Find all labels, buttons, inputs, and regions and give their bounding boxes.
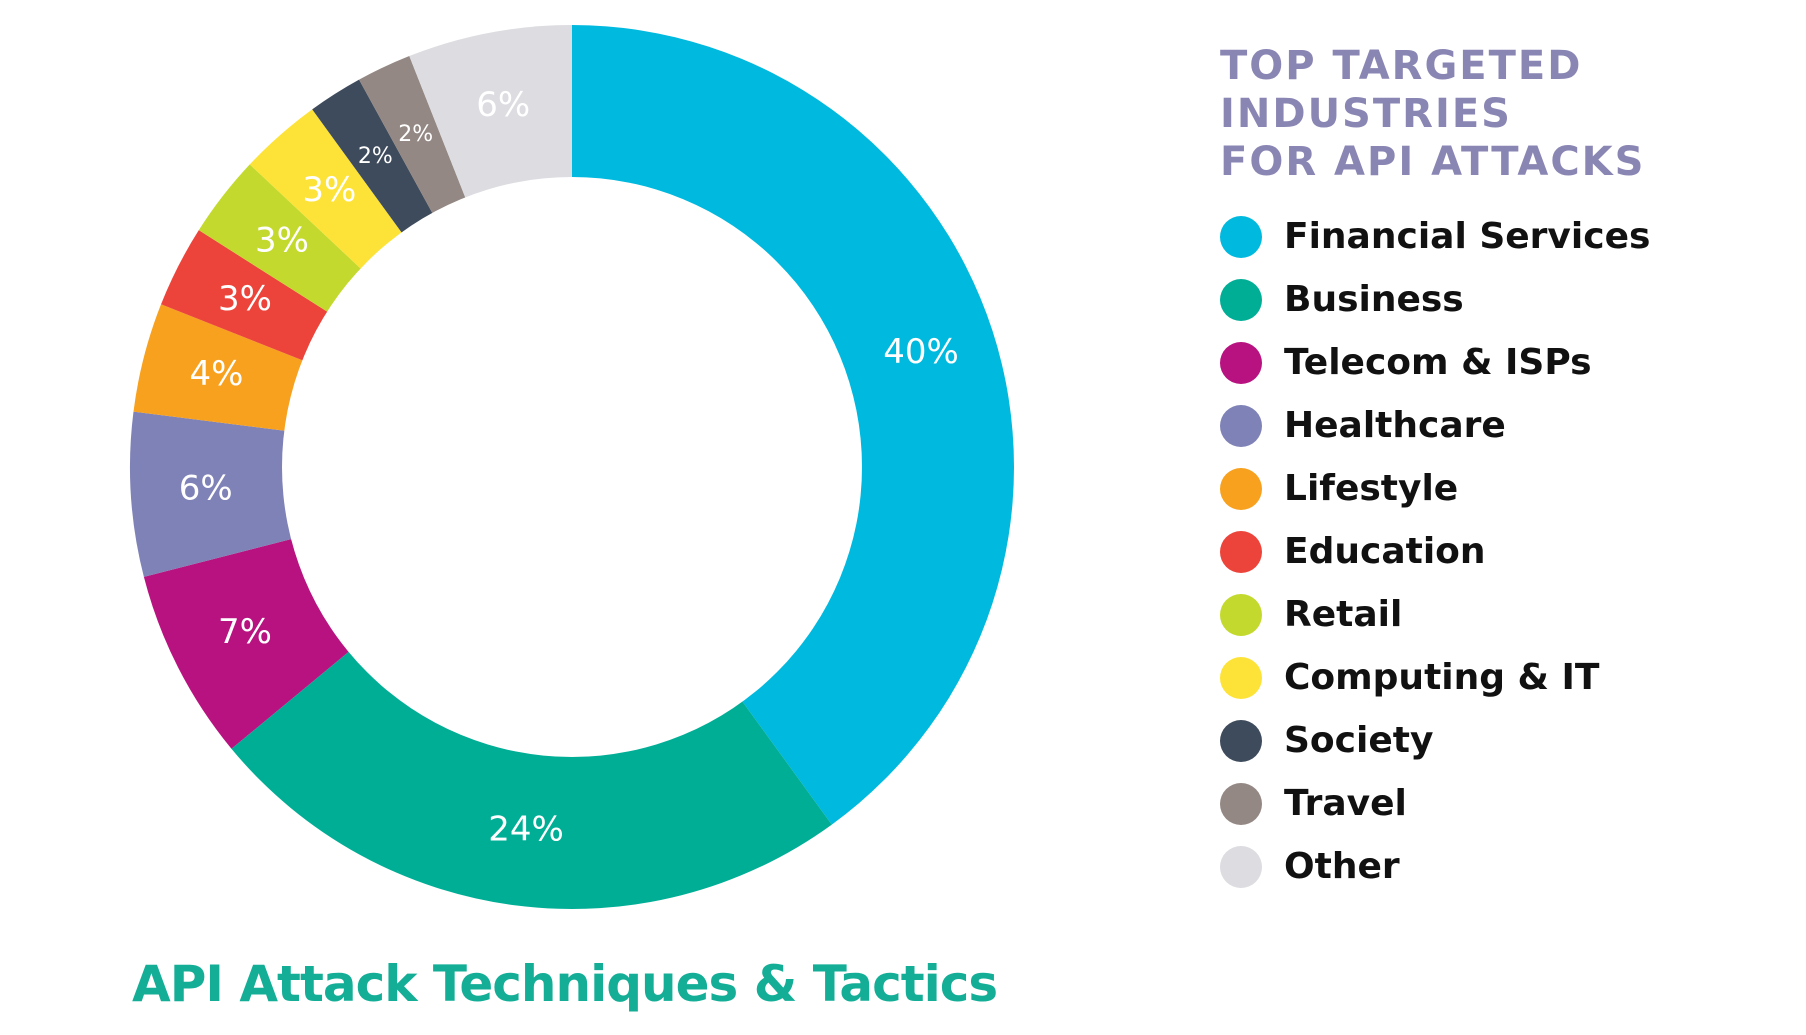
legend-swatch <box>1220 593 1262 636</box>
legend-item-other: Other <box>1220 835 1650 898</box>
slice-label-financial-services: 40% <box>883 332 959 372</box>
legend-item-financial-services: Financial Services <box>1220 205 1650 268</box>
legend-swatch <box>1220 404 1262 447</box>
chart-title: API Attack Techniques & Tactics <box>132 955 998 1013</box>
legend-swatch <box>1220 530 1262 573</box>
slice-label-other: 6% <box>476 85 530 125</box>
legend-swatch <box>1220 341 1262 384</box>
legend-swatch <box>1220 467 1262 510</box>
legend-label: Retail <box>1284 594 1403 635</box>
legend-swatch <box>1220 215 1262 258</box>
legend-swatch <box>1220 845 1262 888</box>
legend-title: TOP TARGETED INDUSTRIES FOR API ATTACKS <box>1220 43 1646 185</box>
legend-label: Society <box>1284 720 1434 761</box>
legend-label: Education <box>1284 531 1486 572</box>
legend-swatch <box>1220 278 1262 321</box>
donut-hole <box>282 177 862 757</box>
legend-label: Telecom & ISPs <box>1284 342 1592 383</box>
legend-label: Financial Services <box>1284 216 1651 257</box>
slice-label-business: 24% <box>488 810 564 850</box>
legend-swatch <box>1220 656 1262 699</box>
slice-label-lifestyle: 4% <box>190 354 244 394</box>
legend-item-society: Society <box>1220 709 1650 772</box>
slice-label-healthcare: 6% <box>179 469 233 509</box>
slice-label-telecom-and-isps: 7% <box>218 612 272 652</box>
legend-item-computing-and-it: Computing & IT <box>1220 646 1650 709</box>
legend-label: Healthcare <box>1284 405 1506 446</box>
legend: Financial Services Business Telecom & ISPs… <box>1220 205 1650 898</box>
legend-item-telecom-and-isps: Telecom & ISPs <box>1220 331 1650 394</box>
slice-label-education: 3% <box>218 279 272 319</box>
slice-labels: 40%24%7%6%4%3%3%3%2%2%6% <box>179 85 959 850</box>
legend-label: Business <box>1284 279 1464 320</box>
legend-label: Lifestyle <box>1284 468 1459 509</box>
slice-label-retail: 3% <box>255 221 309 261</box>
legend-item-education: Education <box>1220 520 1650 583</box>
legend-item-retail: Retail <box>1220 583 1650 646</box>
slice-label-travel: 2% <box>398 122 433 147</box>
legend-item-healthcare: Healthcare <box>1220 394 1650 457</box>
legend-item-lifestyle: Lifestyle <box>1220 457 1650 520</box>
legend-item-travel: Travel <box>1220 772 1650 835</box>
legend-item-business: Business <box>1220 268 1650 331</box>
legend-swatch <box>1220 782 1262 825</box>
legend-label: Computing & IT <box>1284 657 1600 698</box>
legend-swatch <box>1220 719 1262 762</box>
slice-label-society: 2% <box>358 144 393 169</box>
slice-label-computing-and-it: 3% <box>302 170 356 210</box>
legend-label: Other <box>1284 846 1400 887</box>
legend-label: Travel <box>1284 783 1407 824</box>
